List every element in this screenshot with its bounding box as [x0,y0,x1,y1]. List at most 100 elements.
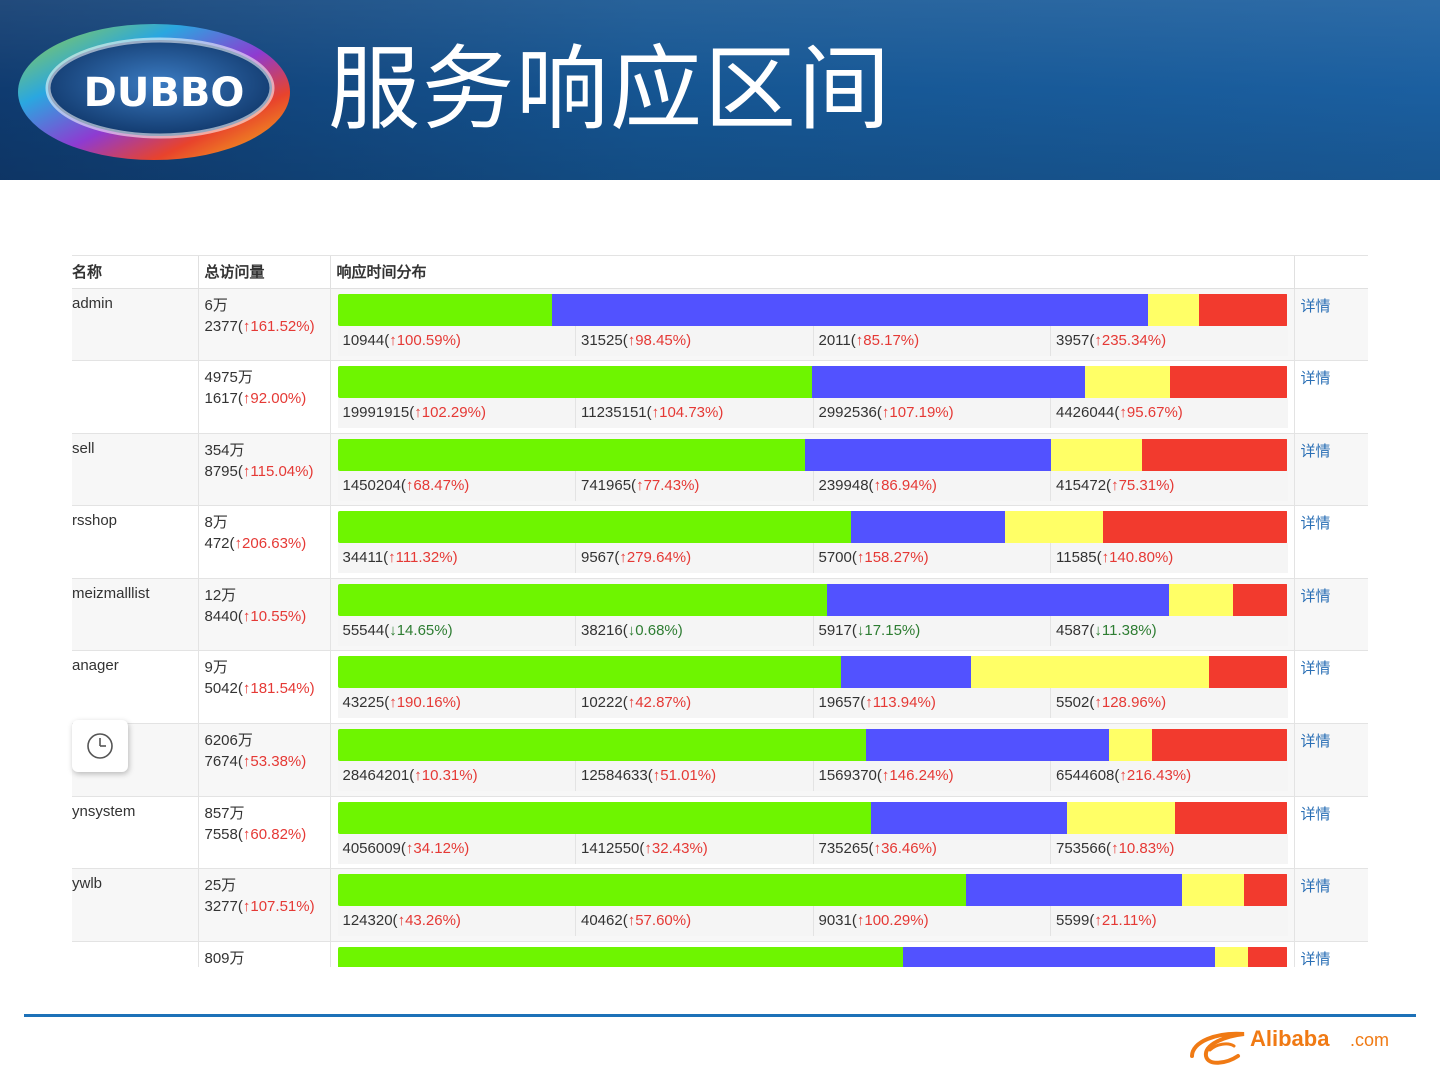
segment-count: 55544( [342,621,390,639]
detail-link[interactable]: 详情 [1300,515,1331,533]
segment-count: 1412550( [581,839,645,857]
segment-change-percent: 36.46%) [881,839,937,857]
segment-count: 12584633( [581,767,653,785]
segment-stat-medium: 12584633(↑51.01%) [575,761,813,792]
total-sub-value: 1617( [204,390,243,408]
bar-segment-slowest [1243,874,1288,907]
cell-actions: 详情 [1294,868,1368,942]
segment-stat-slow: 5917(↓17.15%) [812,615,1051,646]
arrow-up-icon: ↑ [865,694,873,712]
detail-link[interactable]: 详情 [1300,587,1331,605]
segment-stat-medium: 40462(↑57.60%) [575,906,813,937]
detail-link[interactable]: 详情 [1300,950,1331,967]
detail-link[interactable]: 详情 [1300,878,1331,896]
segment-change-percent: 42.87%) [635,694,692,712]
total-sub-value: 3277( [204,898,243,916]
bar-segment-medium [851,511,1005,544]
service-name: anager [72,657,119,675]
clock-icon [87,733,113,759]
cell-service-name: ynsystem [72,796,199,870]
cell-total-visits: 8万 472(↑206.63%) [198,505,331,579]
total-visits: 857万 [204,804,245,822]
arrow-down-icon: ↓ [627,621,636,639]
detail-link[interactable]: 详情 [1300,805,1331,823]
segment-stat-slowest: 6544608(↑216.43%) [1050,761,1288,792]
segment-stat-fast: 1450204(↑68.47%) [338,471,576,501]
table-row: meizmalllist 12万 8440(↑10.55%) 55544(↓14.65… [72,578,1368,652]
cell-response-distribution: 55544(↓14.65%) 38216(↓0.68%) 5917(↓17.15%)… [330,578,1295,652]
segment-count: 19991915( [342,404,415,422]
bar-segment-slow [1084,366,1171,399]
arrow-up-icon: ↑ [1101,549,1110,567]
detail-link[interactable]: 详情 [1300,442,1331,460]
segment-stat-fast: 28464201(↑10.31%) [338,761,576,791]
segment-stats: 4056009(↑34.12%) 1412550(↑32.43%) 735265(↑… [337,833,1288,864]
service-name: rsshop [72,512,118,530]
bar-segment-slow [970,656,1210,689]
segment-change-percent: 77.43%) [643,476,700,494]
cell-actions: 详情 [1294,723,1368,797]
title-banner: DUBBO 服务响应区间 [0,0,1440,180]
response-time-bar [337,511,1288,544]
arrow-up-icon: ↑ [1119,767,1127,785]
bar-segment-slow [1109,729,1153,762]
segment-stat-slowest: 5599(↑21.11%) [1050,906,1288,937]
service-name: ynsystem [72,802,136,820]
bar-segment-fast [337,366,812,399]
segment-stat-fast: 4056009(↑34.12%) [338,834,576,864]
total-change-percent: 161.52%) [250,317,315,335]
segment-stat-slowest: 415472(↑75.31%) [1050,470,1288,501]
cell-actions: 详情 [1294,505,1368,579]
total-change-percent: 92.00%) [250,390,307,408]
arrow-up-icon: ↑ [414,767,422,785]
segment-stat-medium: 38216(↓0.68%) [575,615,813,646]
segment-count: 19657( [818,694,866,712]
detail-link[interactable]: 详情 [1300,297,1331,315]
clock-popup[interactable] [72,720,128,772]
total-sub-value: 8795( [204,462,243,480]
segment-change-percent: 146.24%) [889,767,954,785]
header-distribution: 响应时间分布 [330,256,1295,289]
bar-segment-slowest [1233,583,1288,616]
detail-link[interactable]: 详情 [1300,733,1331,751]
segment-count: 5502( [1056,694,1095,712]
segment-count: 1569370( [818,767,882,785]
total-visits: 809万 [204,949,245,967]
bar-segment-fast [337,729,866,762]
segment-count: 28464201( [342,767,415,785]
bar-segment-medium [827,583,1169,616]
arrow-up-icon: ↑ [1119,404,1127,422]
segment-count: 9031( [818,912,857,930]
service-name: meizmalllist [72,584,150,602]
segment-count: 5917( [818,621,857,639]
arrow-down-icon: ↓ [389,621,397,639]
bar-segment-fast [337,438,805,471]
segment-change-percent: 14.65%) [396,621,453,639]
detail-link[interactable]: 详情 [1300,370,1331,388]
cell-total-visits: 12万 8440(↑10.55%) [198,578,331,652]
arrow-up-icon: ↑ [644,839,652,857]
bar-segment-medium [966,874,1182,907]
segment-change-percent: 235.34%) [1101,331,1167,349]
segment-count: 2992536( [818,404,882,422]
segment-stats: 55544(↓14.65%) 38216(↓0.68%) 5917(↓17.15%)… [337,615,1288,646]
cell-actions: 详情 [1294,360,1368,434]
bar-segment-medium [804,438,1051,471]
total-visits: 6万 [204,296,228,314]
cell-actions: 详情 [1294,578,1368,652]
cell-service-name: admin [72,288,199,362]
cell-response-distribution: 43225(↑190.16%) 10222(↑42.87%) 19657(↑113.… [330,650,1295,725]
bar-segment-slow [1004,511,1103,544]
segment-change-percent: 51.01%) [660,767,717,785]
segment-count: 38216( [581,621,628,639]
detail-link[interactable]: 详情 [1300,660,1331,678]
cell-total-visits: 25万 3277(↑107.51%) [198,868,331,942]
total-change: 8795(↑115.04%) [205,461,330,482]
total-change-percent: 60.82%) [250,825,307,843]
total-change: 472(↑206.63%) [205,533,330,554]
arrow-up-icon: ↑ [1111,476,1119,494]
segment-change-percent: 102.29%) [421,404,486,422]
response-time-bar [337,874,1288,907]
table-row: ynsystem 857万 7558(↑60.82%) 4056009(↑34.12%… [72,796,1368,870]
